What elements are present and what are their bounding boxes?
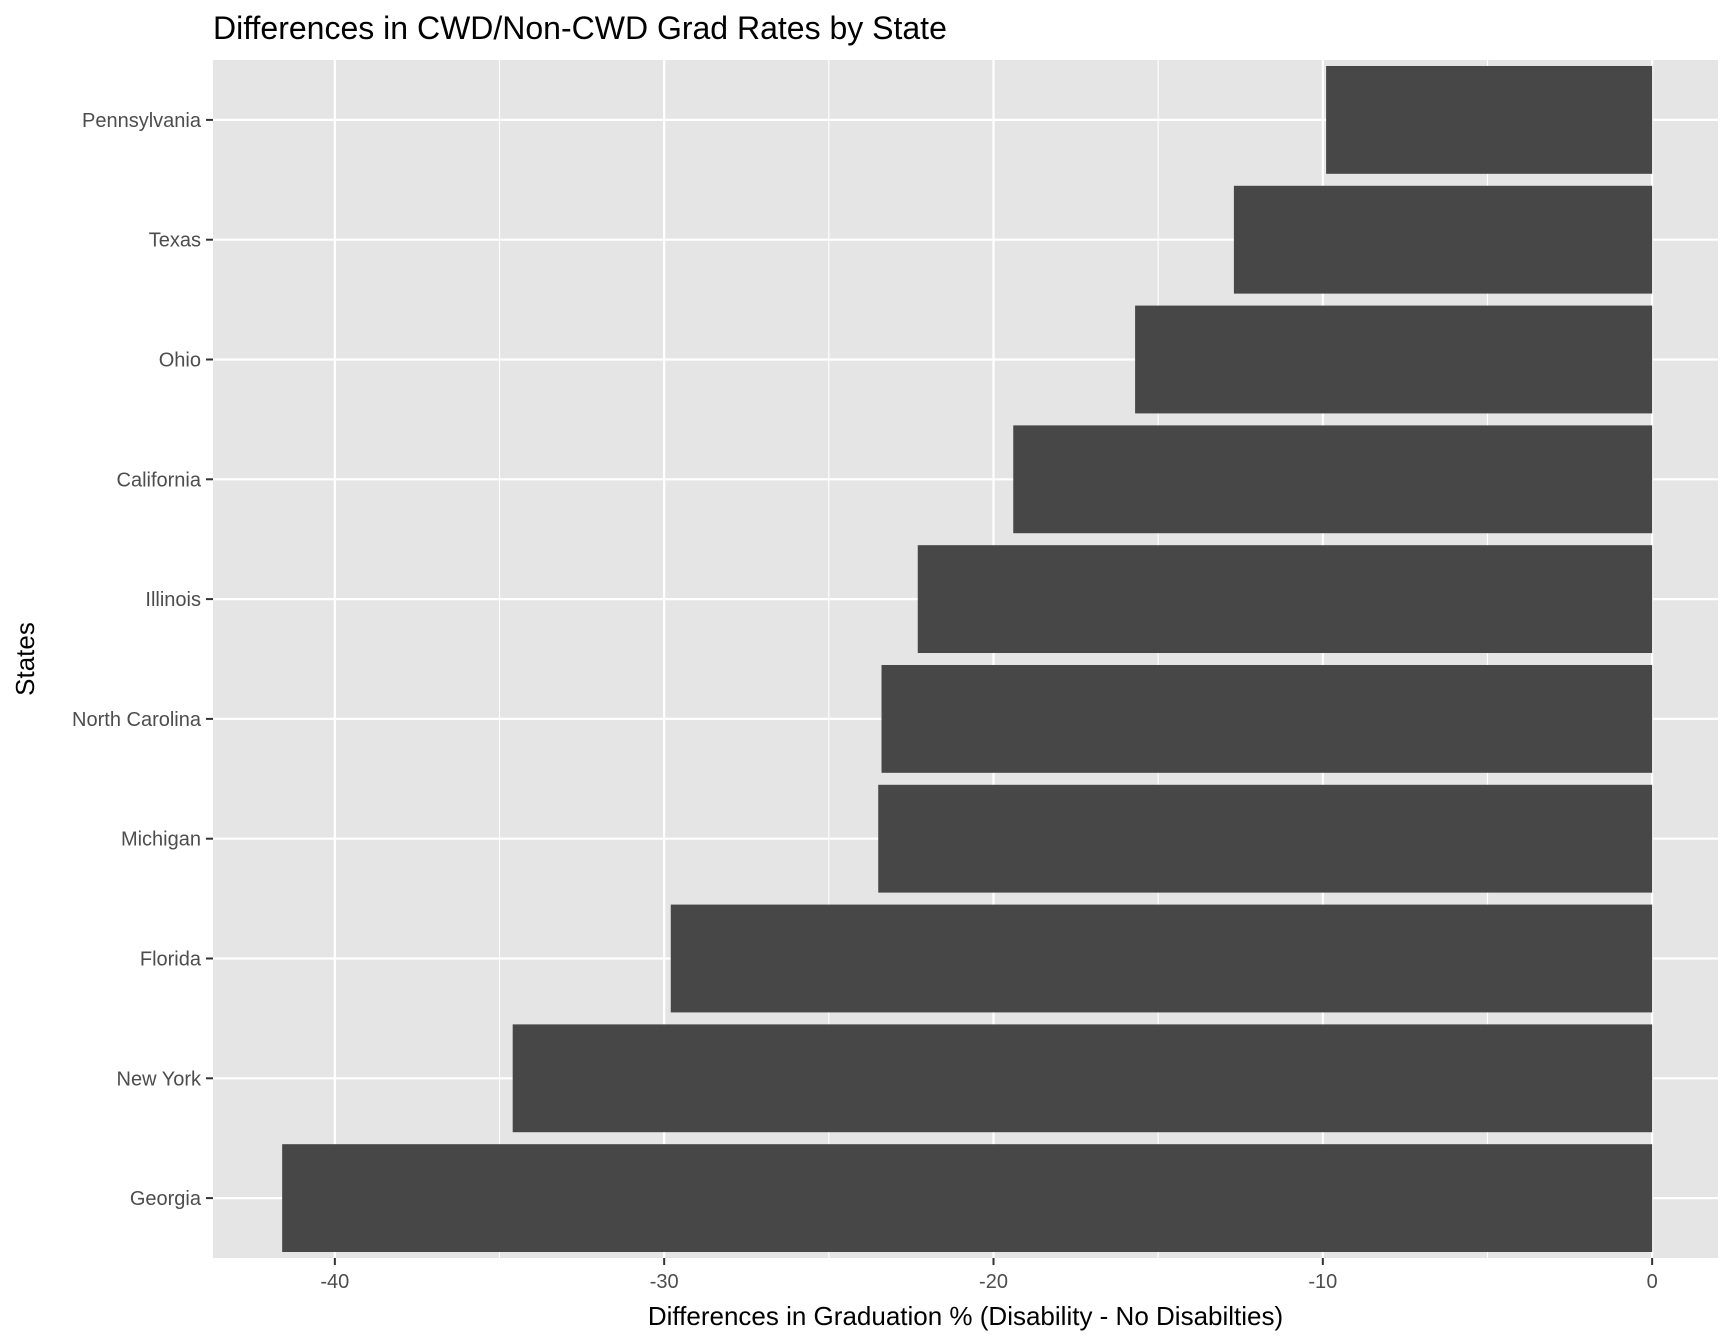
bar <box>1233 185 1653 294</box>
y-tick-label: Florida <box>140 949 202 971</box>
x-tick-label: -30 <box>650 1271 679 1293</box>
bar <box>881 664 1653 773</box>
bar <box>1013 425 1653 534</box>
bar <box>670 904 1653 1013</box>
x-axis: -40 -30 -20 -10 0 <box>320 1258 1658 1293</box>
bar <box>917 545 1653 654</box>
y-tick-label: Georgia <box>130 1188 202 1210</box>
y-tick-label: Texas <box>149 230 201 252</box>
y-tick-label: California <box>117 469 202 491</box>
bar <box>282 1144 1653 1253</box>
chart-title: Differences in CWD/Non-CWD Grad Rates by… <box>213 10 947 46</box>
y-axis-title: States <box>10 622 40 696</box>
x-axis-title: Differences in Graduation % (Disability … <box>648 1301 1283 1331</box>
x-tick-label: 0 <box>1647 1271 1658 1293</box>
y-tick-label: Pennsylvania <box>82 110 202 132</box>
bars <box>282 65 1653 1253</box>
y-tick-label: Illinois <box>145 589 201 611</box>
y-tick-label: North Carolina <box>72 709 202 731</box>
y-tick-label: Michigan <box>121 829 201 851</box>
bar <box>878 784 1653 893</box>
x-tick-label: -20 <box>979 1271 1008 1293</box>
y-tick-label: Ohio <box>159 350 201 372</box>
bar <box>512 1024 1653 1133</box>
y-tick-label: New York <box>117 1068 202 1090</box>
bar <box>1326 65 1653 174</box>
bar <box>1135 305 1653 414</box>
y-axis: Georgia New York Florida Michigan North Caro… <box>72 110 213 1210</box>
x-tick-label: -10 <box>1308 1271 1337 1293</box>
x-tick-label: -40 <box>320 1271 349 1293</box>
